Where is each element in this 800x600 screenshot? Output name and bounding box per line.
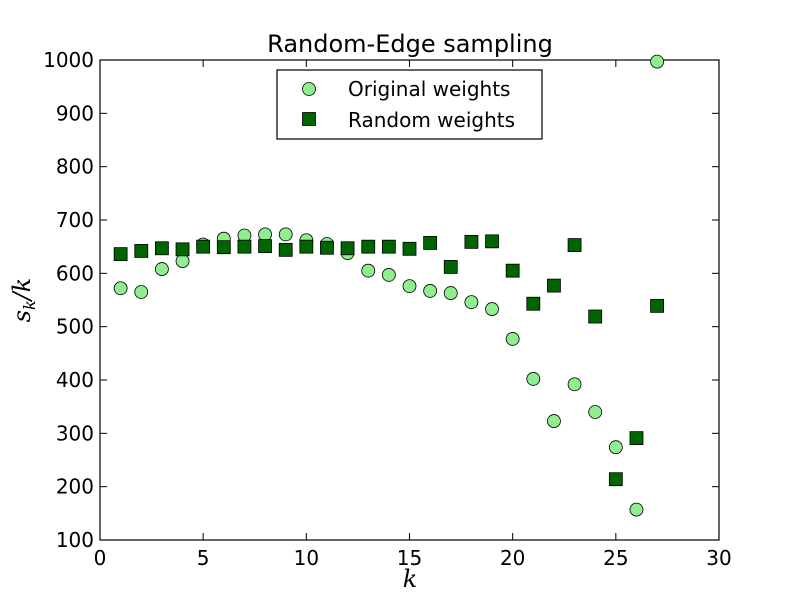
y-tick-label: 700: [56, 208, 94, 232]
x-tick-label: 10: [294, 546, 319, 570]
legend-label-original: Original weights: [348, 77, 510, 101]
point-random-weights: [361, 239, 376, 254]
point-random-weights: [278, 242, 293, 257]
chart-title: Random-Edge sampling: [267, 30, 553, 58]
legend-box: [276, 69, 543, 140]
point-random-weights: [381, 239, 396, 254]
point-random-weights: [423, 236, 438, 250]
point-random-weights: [567, 238, 582, 252]
point-random-weights: [299, 239, 314, 254]
point-original-weights: [381, 268, 396, 282]
point-random-weights: [154, 241, 169, 256]
legend: Original weights Random weights: [276, 69, 543, 140]
y-tick-label: 500: [56, 315, 94, 339]
point-random-weights: [340, 241, 355, 256]
point-original-weights: [608, 440, 623, 455]
point-random-weights: [320, 240, 334, 255]
point-original-weights: [154, 262, 169, 276]
x-tick-label: 25: [603, 546, 628, 570]
point-random-weights: [443, 260, 458, 274]
y-axis-label-rest: /k: [8, 278, 36, 303]
point-original-weights: [629, 502, 644, 517]
x-tick-label: 15: [397, 546, 422, 570]
point-original-weights: [567, 377, 582, 392]
point-random-weights: [464, 234, 479, 249]
point-original-weights: [175, 254, 190, 268]
point-random-weights: [505, 263, 520, 278]
x-axis-label: k: [403, 565, 418, 593]
y-tick-label: 800: [56, 155, 94, 179]
y-tick-label: 100: [56, 528, 94, 552]
point-original-weights: [361, 263, 376, 278]
x-tick-label: 0: [94, 546, 107, 570]
point-random-weights: [113, 247, 128, 262]
legend-label-random: Random weights: [348, 108, 515, 132]
point-original-weights: [505, 332, 520, 346]
point-random-weights: [629, 431, 644, 446]
point-random-weights: [650, 298, 664, 313]
x-tick-label: 30: [706, 546, 731, 570]
point-original-weights: [278, 227, 293, 242]
point-original-weights: [443, 286, 458, 300]
point-random-weights: [526, 296, 541, 311]
plot-area: [99, 59, 720, 541]
x-tick-label: 20: [500, 546, 525, 570]
svg-text:sk/k: sk/k: [8, 278, 39, 323]
point-random-weights: [485, 234, 499, 249]
y-axis-label-sub: k: [20, 300, 39, 310]
x-tick-label: 5: [197, 546, 210, 570]
y-tick-label: 900: [56, 101, 94, 125]
point-random-weights: [237, 239, 252, 254]
point-random-weights: [608, 472, 623, 487]
legend-circle-marker: [302, 82, 316, 96]
point-original-weights: [402, 279, 417, 294]
point-original-weights: [134, 285, 149, 299]
point-random-weights: [547, 278, 561, 293]
y-tick-label: 300: [56, 421, 94, 445]
point-random-weights: [216, 240, 231, 255]
point-original-weights: [464, 295, 479, 310]
point-random-weights: [588, 309, 603, 324]
point-original-weights: [258, 227, 272, 242]
data-points: [113, 54, 664, 517]
point-random-weights: [402, 241, 417, 256]
x-axis: 0 5 10 15 20 25 30: [94, 60, 732, 570]
point-original-weights: [547, 414, 561, 428]
point-original-weights: [423, 284, 438, 298]
point-original-weights: [526, 372, 541, 386]
point-random-weights: [258, 239, 272, 254]
point-original-weights: [113, 281, 128, 296]
y-tick-label: 600: [56, 261, 94, 285]
point-random-weights: [196, 239, 211, 254]
point-original-weights: [650, 54, 664, 69]
point-original-weights: [485, 302, 499, 316]
y-tick-label: 200: [56, 475, 94, 499]
legend-square-marker: [302, 112, 316, 126]
y-axis-label: sk/k: [8, 278, 39, 323]
point-random-weights: [134, 244, 149, 258]
point-original-weights: [588, 405, 603, 419]
y-tick-label: 400: [56, 368, 94, 392]
point-random-weights: [175, 242, 190, 257]
y-axis: 100 200 300 400 500 600 700 800 900 1000: [43, 48, 719, 552]
y-axis-label-s: s: [8, 310, 36, 322]
y-tick-label: 1000: [43, 48, 94, 72]
